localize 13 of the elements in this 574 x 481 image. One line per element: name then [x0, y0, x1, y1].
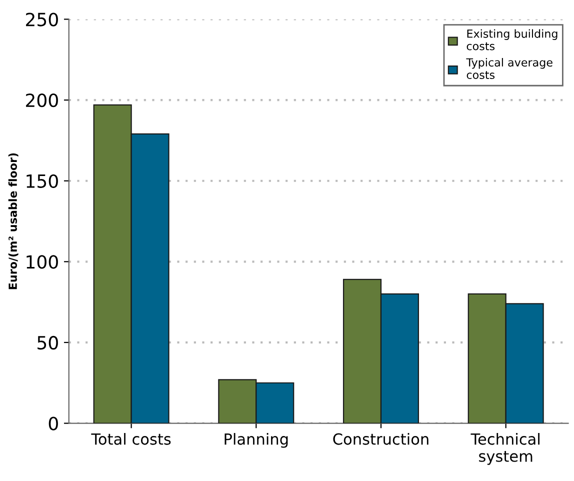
y-tick-label: 0: [48, 416, 58, 430]
y-tick-label: 100: [26, 255, 58, 269]
x-tick-label: Technical system: [470, 433, 540, 465]
legend-label: Typical average costs: [466, 58, 552, 80]
y-tick-label: 50: [38, 336, 58, 350]
legend-label: Existing building costs: [466, 29, 558, 50]
x-tick-label: Total costs: [91, 433, 171, 445]
x-tick-label: Construction: [333, 433, 428, 445]
y-tick-label: 200: [26, 94, 58, 108]
y-tick-label: 250: [26, 12, 58, 26]
y-tick-label: 150: [26, 174, 58, 188]
x-tick-label: Planning: [224, 433, 288, 448]
y-axis-title: Euro/(m² usable floor): [8, 153, 18, 290]
